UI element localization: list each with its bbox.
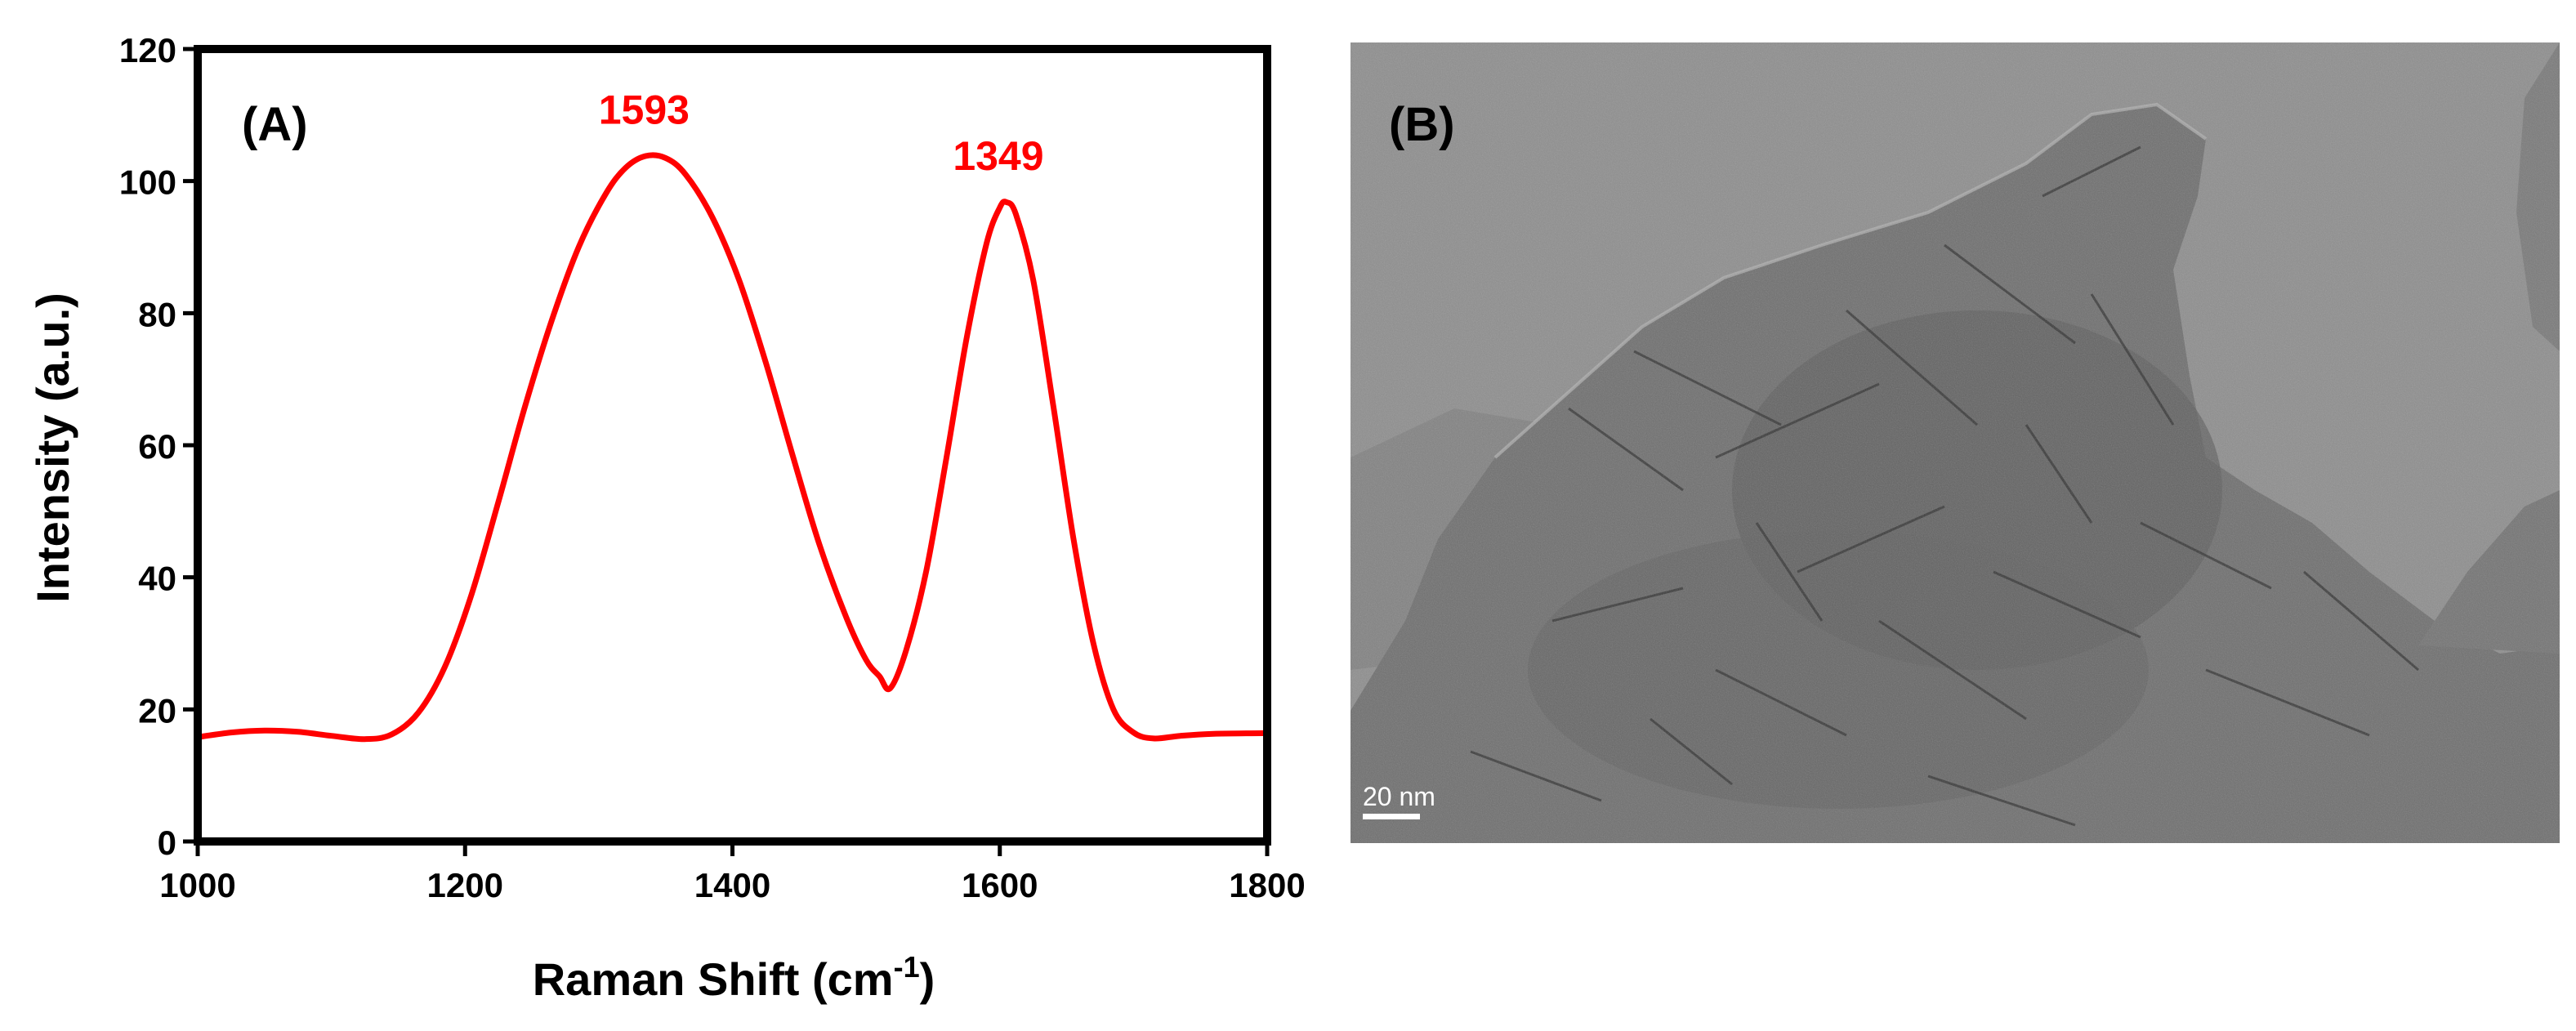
x-axis-label-main: Raman Shift (cm [533, 953, 894, 1005]
series-layer [194, 152, 1270, 743]
peak-annotations: 1593 1349 [599, 87, 1044, 179]
x-axis-ticks: 1000 1200 1400 1600 1800 [159, 841, 1306, 904]
x-axis-label-close: ) [920, 953, 935, 1005]
scale-bar-line [1363, 814, 1420, 819]
y-axis-label: Intensity (a.u.) [27, 292, 78, 603]
raman-chart: 0 20 40 60 80 100 120 1000 1200 1400 1600 1800 159… [27, 31, 1306, 1005]
y-tick-label: 0 [158, 823, 176, 862]
y-tick-label: 60 [138, 427, 176, 466]
x-tick-label: 1800 [1229, 866, 1305, 904]
plot-frame [194, 45, 1271, 846]
y-tick-label: 80 [138, 295, 176, 333]
y-tick-label: 100 [119, 163, 176, 202]
x-tick-label: 1600 [962, 866, 1038, 904]
scale-bar-label: 20 nm [1363, 782, 1435, 811]
peak-label: 1593 [599, 87, 690, 132]
y-axis-ticks: 0 20 40 60 80 100 120 [119, 31, 198, 862]
micrograph-noise [1351, 42, 2560, 843]
raman-spectrum-line [194, 152, 1270, 743]
panel-a-label: (A) [242, 98, 308, 151]
y-tick-label: 120 [119, 31, 176, 69]
y-tick-label: 40 [138, 560, 176, 598]
peak-label: 1349 [953, 133, 1043, 179]
x-tick-label: 1000 [159, 866, 235, 904]
tem-micrograph [1351, 42, 2560, 843]
y-tick-label: 20 [138, 691, 176, 730]
x-axis-label-superscript: -1 [894, 950, 920, 984]
x-axis-label: Raman Shift (cm-1) [533, 950, 935, 1005]
x-tick-label: 1200 [427, 866, 503, 904]
scale-bar: 20 nm [1363, 782, 1435, 819]
panel-b-label: (B) [1389, 98, 1455, 151]
x-tick-label: 1400 [694, 866, 770, 904]
